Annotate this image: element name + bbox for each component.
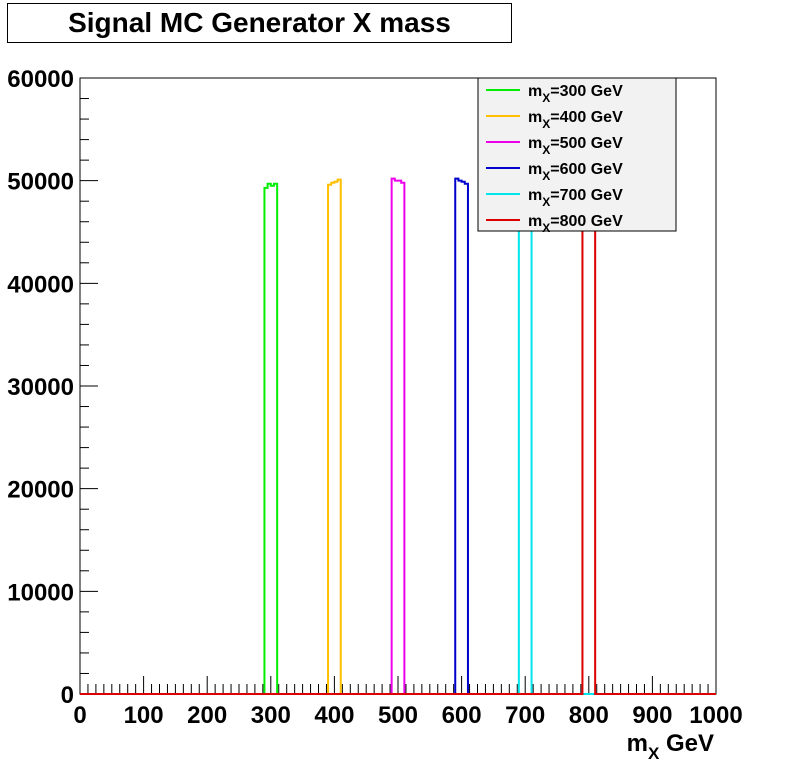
axis-ticks: [79, 77, 717, 695]
series-400-line: [80, 178, 716, 695]
series-300-line: [80, 182, 716, 695]
series-700-line: [80, 179, 716, 695]
series-800-line: [80, 179, 716, 695]
y-tick-label: 30000: [7, 374, 74, 401]
chart-title-box: Signal MC Generator X mass: [7, 3, 512, 43]
y-tick-label: 0: [61, 682, 74, 709]
legend-entry-700: mX=700 GeV: [528, 187, 623, 209]
y-tick-label: 40000: [7, 271, 74, 298]
legend-entry-800: mX=800 GeV: [528, 213, 623, 235]
legend-entry-600: mX=600 GeV: [528, 161, 623, 183]
legend-entry-500: mX=500 GeV: [528, 135, 623, 157]
x-tick-label: 0: [73, 702, 86, 729]
x-tick-label: 300: [251, 702, 291, 729]
legend-entry-400: mX=400 GeV: [528, 109, 623, 131]
series-600-line: [80, 177, 716, 695]
series-layer: [80, 177, 716, 695]
chart-title: Signal MC Generator X mass: [68, 7, 451, 38]
x-tick-label: 500: [378, 702, 418, 729]
legend-box: [477, 77, 677, 232]
x-tick-label: 1000: [689, 702, 742, 729]
tick-labels: 0 100 200 300 400 500 600 700 800 900 100001000020…: [7, 66, 742, 729]
x-axis-title: mX GeV: [627, 730, 714, 763]
y-tick-label: 50000: [7, 169, 74, 196]
y-tick-label: 60000: [7, 66, 74, 93]
x-tick-label: 900: [632, 702, 672, 729]
x-tick-label: 200: [187, 702, 227, 729]
x-tick-label: 600: [442, 702, 482, 729]
x-tick-label: 700: [505, 702, 545, 729]
x-tick-label: 400: [314, 702, 354, 729]
x-tick-label: 800: [569, 702, 609, 729]
x-tick-label: 100: [124, 702, 164, 729]
y-tick-label: 10000: [7, 579, 74, 606]
legend-entry-300: mX=300 GeV: [528, 83, 623, 105]
legend: mX=300 GeV mX=400 GeV mX=500 GeV mX=600 GeV…: [477, 77, 677, 235]
y-tick-label: 20000: [7, 477, 74, 504]
series-500-line: [80, 177, 716, 695]
